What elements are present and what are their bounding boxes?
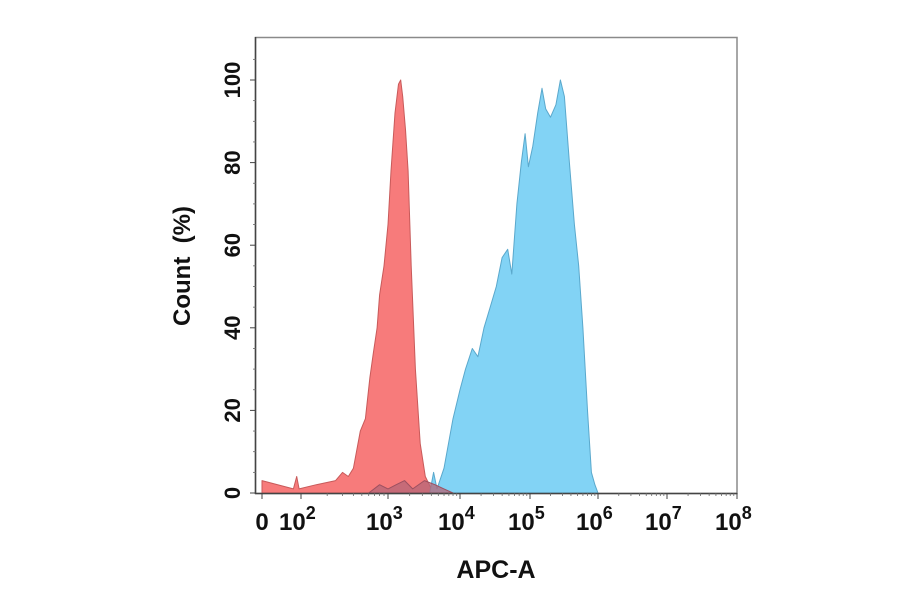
y-tick-label: 20	[220, 398, 245, 422]
x-tick-label: 104	[438, 503, 475, 536]
x-tick-label: 103	[366, 503, 403, 536]
x-tick-label: 106	[576, 503, 613, 536]
x-axis-ticks: 0 102 103 104 105 106 107 108	[255, 493, 752, 536]
y-axis-ticks: 0 20 40 60 80 100	[220, 58, 256, 499]
y-tick-label: 100	[220, 62, 245, 99]
plot-area: 0 20 40 60 80 100 0 102 103 104 105 106 107 108	[220, 36, 752, 536]
y-tick-label: 0	[220, 487, 245, 499]
x-tick-label: 0	[255, 509, 268, 536]
y-tick-label: 80	[220, 150, 245, 174]
y-tick-label: 60	[220, 233, 245, 257]
overlap-histogram	[368, 480, 454, 494]
y-tick-label: 40	[220, 316, 245, 340]
x-tick-label: 105	[508, 503, 545, 536]
y-axis-title: Count (%)	[169, 206, 196, 326]
x-tick-label: 107	[645, 503, 682, 536]
x-axis-title: APC-A	[456, 556, 535, 584]
x-tick-label: 108	[715, 503, 752, 536]
negative-control-histogram	[261, 79, 439, 494]
x-tick-label: 102	[279, 503, 316, 536]
target-protein-histogram	[429, 79, 599, 494]
